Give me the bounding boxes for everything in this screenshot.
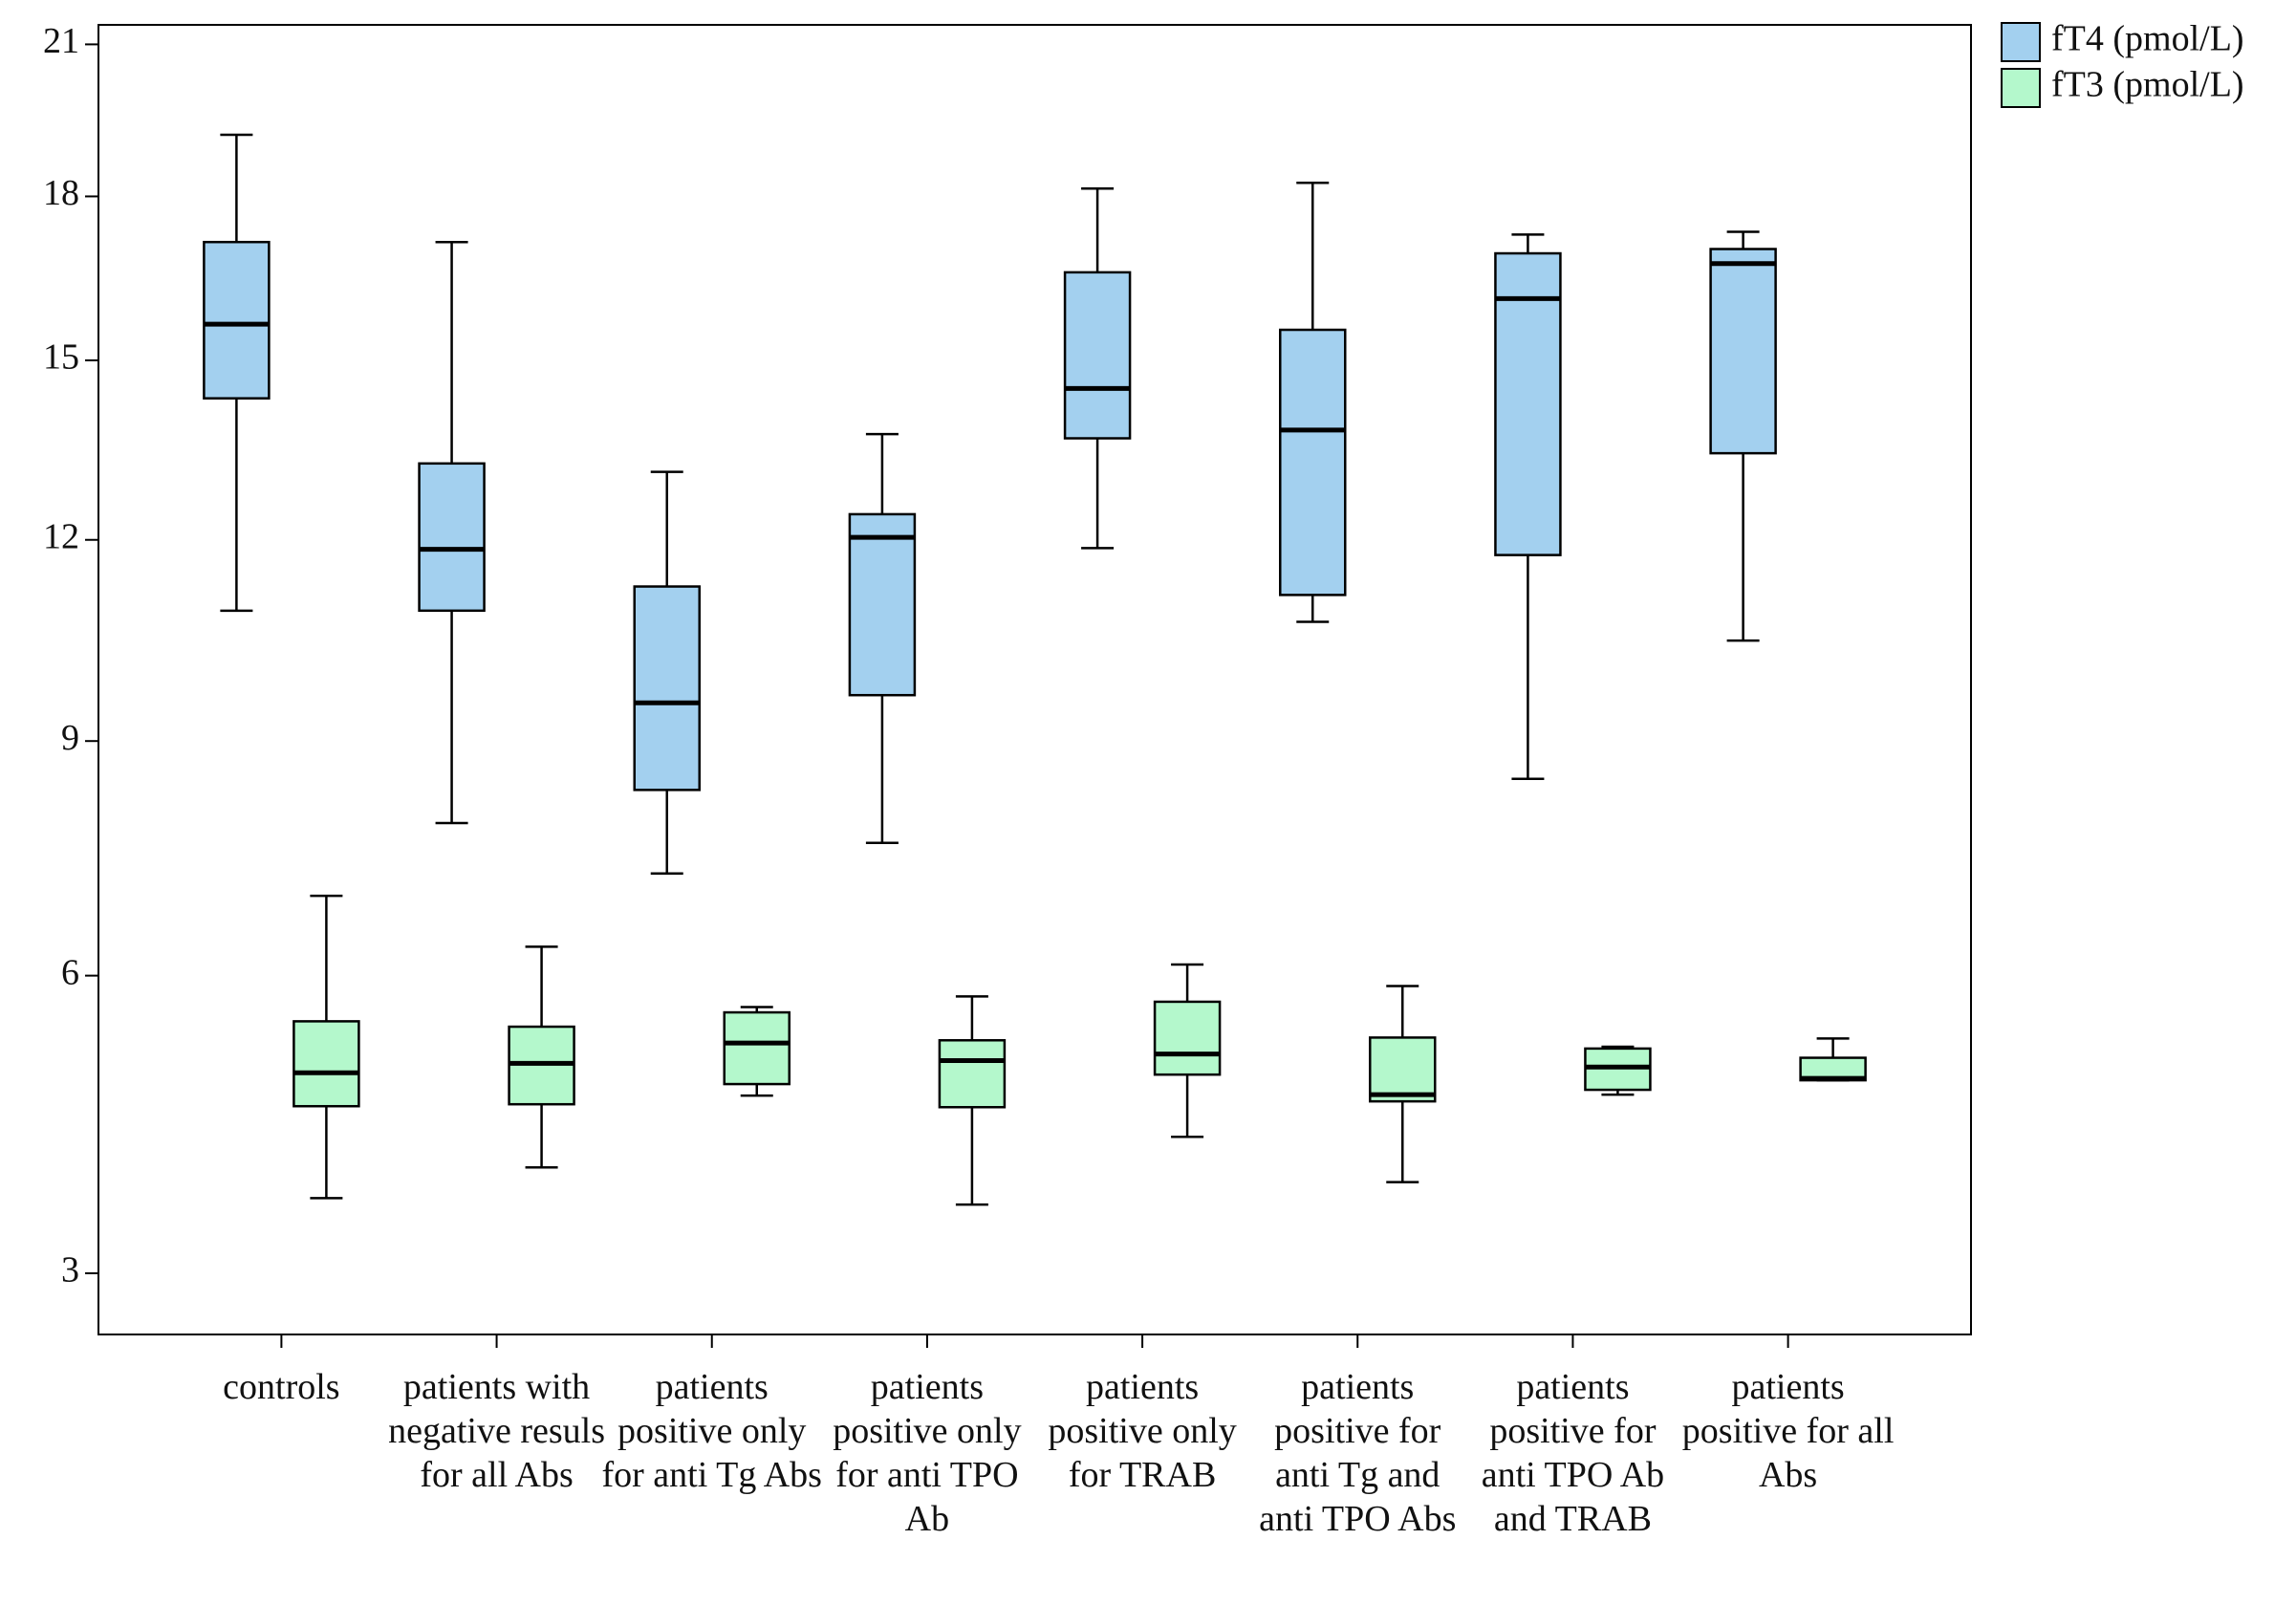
box (1153, 1000, 1222, 1076)
box (203, 240, 271, 400)
y-tick-label: 9 (61, 718, 79, 758)
box (938, 1039, 1007, 1109)
y-tick-label: 6 (61, 952, 79, 992)
box (848, 512, 917, 697)
plot-frame (97, 24, 1972, 1335)
legend-label: fT3 (pmol/L) (2051, 65, 2244, 105)
box (1709, 248, 1777, 455)
box (1063, 271, 1132, 440)
x-tick-label: patients with negative resuls for all Ab… (388, 1367, 605, 1495)
legend-label: fT4 (pmol/L) (2051, 19, 2244, 59)
x-tick-label: patients positive only for TRAB (1048, 1367, 1237, 1495)
box (723, 1010, 791, 1086)
box (292, 1020, 360, 1108)
x-tick-label: patients positive only for anti Tg Abs (601, 1367, 822, 1495)
y-tick-label: 12 (43, 516, 79, 556)
y-tick-label: 3 (61, 1250, 79, 1291)
x-tick-label: patients positive only for anti TPO Ab (833, 1367, 1022, 1539)
x-tick-label: patients positive for anti TPO Ab and TR… (1481, 1367, 1665, 1539)
box (1279, 328, 1347, 596)
box (418, 462, 486, 613)
y-tick-label: 18 (43, 173, 79, 213)
legend-swatch (2001, 68, 2041, 108)
y-tick-label: 15 (43, 337, 79, 378)
y-tick-label: 21 (43, 21, 79, 61)
x-tick-label: patients positive for all Abs (1681, 1367, 1895, 1495)
box (1494, 251, 1562, 556)
box (633, 585, 701, 792)
x-tick-label: patients positive for anti Tg and anti T… (1259, 1367, 1457, 1539)
legend-swatch (2001, 22, 2041, 62)
box (1369, 1036, 1437, 1103)
x-tick-label: controls (223, 1367, 340, 1407)
